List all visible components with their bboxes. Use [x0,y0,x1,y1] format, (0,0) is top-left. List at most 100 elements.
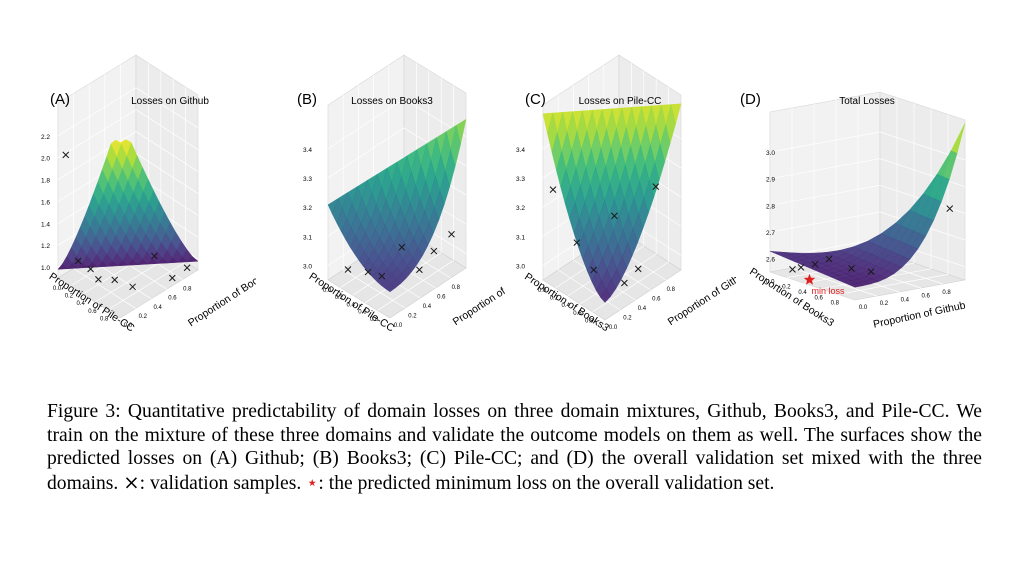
z-tick-label: 2.9 [766,177,775,184]
figure-caption: Figure 3: Quantitative predictability of… [47,400,982,495]
sample-marker [634,265,642,273]
sample-marker [364,268,372,276]
surface-plot-c: 3.03.13.23.33.40.00.20.40.60.80.00.20.40… [516,54,736,334]
x-tick-label: 0.2 [782,285,791,291]
z-tick-label: 1.2 [41,243,50,250]
z-tick-label: 3.3 [303,176,312,183]
x-tick-label: 0.6 [358,310,367,316]
x-tick-label: 0.8 [585,318,594,324]
sample-marker [95,275,102,283]
pane-gridline [57,87,199,137]
z-tick-label: 3.4 [303,147,312,154]
sample-marker [797,264,805,271]
caption-text: Figure 3: Quantitative predictability of… [47,401,982,494]
chart-title: Losses on Books3 [351,96,433,107]
sample-marker [811,261,819,268]
surface-plot-b: 3.03.13.23.33.40.00.20.40.60.80.00.20.40… [303,54,506,335]
surface-patch [385,284,396,293]
panel-letter: (C) [525,91,546,108]
sample-marker [848,265,855,272]
x-tick-label: 0.4 [346,302,355,308]
z-tick-label: 3.4 [516,147,525,154]
sample-marker [344,266,352,273]
floor-gridline [837,274,949,295]
sample-marker [825,255,833,263]
x-tick-label: 0.0 [766,279,775,285]
x-tick-label: 0.0 [323,288,332,294]
cross-marker-icon: × [123,470,140,494]
y-tick-label: 0.8 [942,290,951,296]
x-tick-label: 0.6 [815,295,824,301]
x-tick-label: 0.6 [88,309,97,315]
z-tick-label: 3.0 [516,263,525,270]
y-tick-label: 0.0 [609,325,618,331]
floor-gridline [73,268,136,309]
y-tick-label: 0.2 [139,314,148,320]
y-tick-label: 0.0 [394,323,403,329]
z-tick-label: 3.1 [516,234,525,241]
pane-gridline [769,211,966,241]
x-tick-label: 0.4 [798,290,807,296]
panel-letter: (D) [740,91,761,108]
surface-plot-a: 1.01.21.41.61.82.02.20.00.20.40.60.80.00… [41,54,256,335]
z-tick-label: 3.0 [303,263,312,270]
z-tick-label: 3.1 [303,234,312,241]
sample-marker [573,239,581,246]
sample-marker [590,266,598,274]
y-tick-label: 0.4 [638,306,647,312]
y-tick-label: 0.4 [901,297,910,303]
y-tick-label: 0.2 [880,301,889,307]
panel-c: 3.0 3.1 3.2 3.3 3.4 0.0 0.2 0.4 0.6 0.8 0.0 0.2 0.4 0… [480,0,736,360]
x-tick-label: 0.0 [538,288,547,294]
sample-marker [87,265,94,273]
z-tick-label: 3.2 [516,205,525,212]
x-tick-label: 0.4 [76,301,85,307]
surface-patch [600,289,611,303]
sample-marker [946,205,954,212]
sample-marker [867,268,875,275]
min-loss-star [803,273,816,285]
y-tick-label: 0.2 [408,314,417,320]
x-tick-label: 0.2 [335,295,344,301]
caption-text-samples: : validation samples. [139,472,307,494]
y-tick-label: 0.2 [623,316,632,322]
sample-marker [168,274,176,282]
sample-marker [621,279,628,287]
sample-marker [549,186,557,193]
z-tick-label: 1.8 [41,178,50,185]
sample-marker [151,252,158,260]
z-tick-label: 3.0 [766,150,775,157]
y-tick-label: 0.6 [652,297,661,303]
panel-letter: (A) [50,91,70,108]
pane-gridline [327,98,467,150]
chart-title: Losses on Github [131,96,209,107]
y-tick-label: 0.8 [667,287,676,293]
y-tick-label: 0.6 [168,296,177,302]
y-axis-label: Proportion of Books3 [186,266,256,330]
y-tick-label: 0.8 [183,287,192,293]
sample-marker [416,266,423,274]
sample-marker [430,247,438,255]
z-tick-label: 3.2 [303,205,312,212]
sample-marker [611,212,618,220]
panel-a: 1.0 1.2 1.4 1.6 1.8 2.0 2.2 0.0 0.2 0.4 0.6 0.8 0.0 0… [0,0,256,360]
x-tick-label: 0.4 [561,303,570,309]
floor-gridline [592,261,669,313]
z-tick-label: 3.3 [516,176,525,183]
floor-gridline [558,269,621,311]
sample-marker [789,266,796,273]
x-tick-label: 0.6 [573,311,582,317]
chart-title: Total Losses [839,96,895,107]
panel-d: min loss 2.6 2.7 2.8 2.9 3.0 0.0 0.2 0.4 0.6 0.8 0.… [740,0,996,360]
y-tick-label: 0.0 [859,305,868,311]
panel-letter: (B) [297,91,317,108]
x-tick-label: 0.8 [370,317,379,323]
surface-patch [848,282,864,288]
sample-marker [398,243,406,251]
y-tick-label: 0.0 [124,323,133,329]
floor-gridline [791,267,878,297]
z-tick-label: 2.6 [766,257,775,264]
z-tick-label: 2.2 [41,134,50,141]
y-axis-label: Proportion of Github [666,267,736,328]
sample-marker [378,272,386,280]
